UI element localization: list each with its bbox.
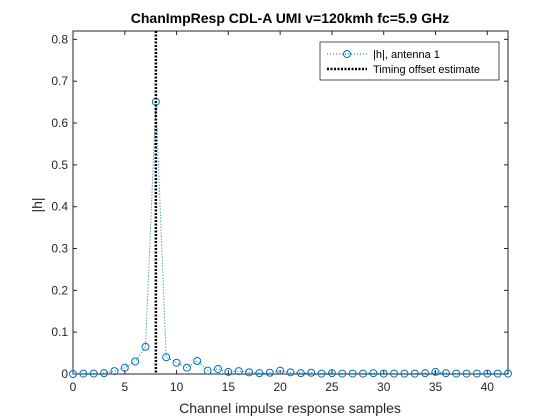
- data-point: [141, 342, 150, 351]
- y-tick-label: 0.1: [51, 325, 68, 339]
- data-point: [441, 369, 450, 378]
- data-point: [421, 369, 430, 378]
- data-point: [462, 369, 471, 378]
- data-point: [493, 369, 502, 378]
- y-tick-label: 0.3: [51, 242, 68, 256]
- data-point: [410, 369, 419, 378]
- legend-box: [319, 41, 500, 81]
- legend: |h|, antenna 1 Timing offset estimate: [319, 41, 500, 81]
- data-point: [255, 369, 264, 378]
- data-point: [317, 369, 326, 378]
- x-tick-label: 15: [222, 380, 236, 394]
- data-point: [182, 363, 191, 372]
- x-tick-label: 5: [121, 380, 128, 394]
- data-point: [100, 369, 109, 378]
- data-point: [483, 369, 492, 378]
- x-tick-label: 40: [481, 380, 495, 394]
- data-point: [296, 369, 305, 378]
- plot-area: 0 5 10 15 20 25 30 35 40 0 0.1 0.2 0.3 0.4 0.5 0.6 0.7 0.…: [51, 30, 512, 394]
- y-tick-label: 0: [61, 367, 68, 381]
- data-point: [265, 368, 274, 377]
- data-point: [234, 367, 243, 376]
- y-tick-label: 0.7: [51, 74, 68, 88]
- x-tick-label: 10: [170, 380, 184, 394]
- y-tick-label: 0.6: [51, 116, 68, 130]
- data-point: [110, 367, 119, 376]
- legend-label-timing-offset: Timing offset estimate: [373, 64, 480, 76]
- data-point: [369, 369, 378, 378]
- data-point: [390, 369, 399, 378]
- x-axis-label: Channel impulse response samples: [179, 400, 401, 416]
- y-axis-label: |h|: [29, 197, 45, 212]
- data-point: [214, 364, 222, 373]
- data-point: [245, 368, 254, 377]
- data-point: [348, 369, 357, 378]
- data-point: [379, 369, 388, 378]
- data-point: [276, 366, 285, 375]
- x-tick-label: 20: [273, 380, 287, 394]
- data-point: [472, 369, 481, 378]
- data-point: [224, 367, 233, 376]
- x-tick-label: 0: [70, 380, 77, 394]
- data-point: [338, 369, 347, 378]
- data-point: [452, 369, 461, 378]
- data-point: [327, 369, 336, 378]
- axes-box: [72, 30, 509, 375]
- x-tick-label: 35: [429, 380, 443, 394]
- data-point: [307, 368, 316, 377]
- data-point: [79, 369, 88, 378]
- data-point: [69, 370, 77, 378]
- data-point: [400, 369, 409, 378]
- data-point: [89, 369, 98, 378]
- data-point: [359, 369, 367, 378]
- y-tick-label: 0.4: [51, 200, 68, 214]
- data-point: [286, 368, 295, 377]
- data-point: [193, 357, 202, 366]
- y-tick-label: 0.5: [51, 158, 68, 172]
- data-point: [120, 363, 129, 372]
- chart-title: ChanImpResp CDL-A UMI v=120kmh fc=5.9 GH…: [131, 10, 449, 26]
- legend-label-h-antenna-1: |h|, antenna 1: [373, 49, 440, 61]
- data-point: [504, 369, 512, 378]
- y-tick-label: 0.8: [51, 32, 68, 46]
- legend-marker-h-antenna-1: [343, 50, 351, 58]
- data-point: [131, 357, 140, 366]
- data-point: [162, 353, 171, 362]
- data-point: [172, 358, 181, 367]
- series-line-h-antenna-1: [72, 101, 508, 375]
- x-tick-label: 30: [377, 380, 391, 394]
- data-point: [203, 366, 212, 375]
- x-tick-label: 25: [325, 380, 339, 394]
- data-point: [431, 367, 440, 376]
- y-tick-label: 0.2: [51, 283, 68, 297]
